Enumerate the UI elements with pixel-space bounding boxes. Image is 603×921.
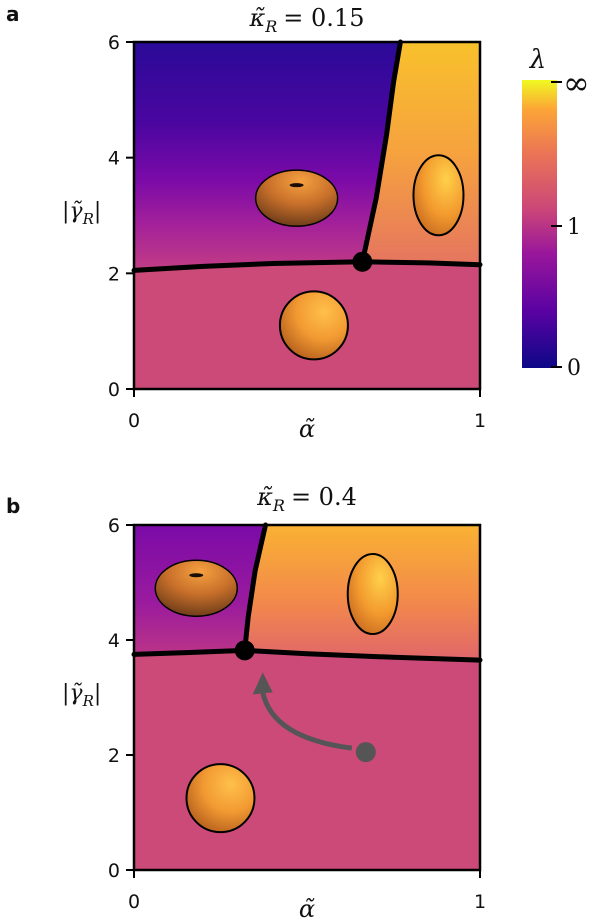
- shift-arrowhead: [252, 672, 273, 695]
- y-tick-label: 4: [108, 630, 120, 652]
- colorbar: λ ∞ 1 0: [522, 45, 590, 381]
- prolate-shape-icon: [412, 154, 465, 237]
- x-tick-label: 0: [128, 410, 140, 432]
- oblate-dimple-icon: [189, 573, 204, 578]
- panel-b-ylabel-close: |: [94, 681, 101, 706]
- region-upper-left: [134, 42, 401, 271]
- panel-a-label: a: [6, 2, 20, 26]
- panel-b-title: κ̃R = 0.4: [256, 483, 357, 515]
- panel-b-xlabel-text: α̃: [299, 895, 315, 921]
- panel-a-ylabel: |γ̃R|: [62, 199, 101, 228]
- x-tick-label: 1: [474, 891, 486, 913]
- phase-boundary-upper: [359, 39, 403, 265]
- panel-a-ylabel-sub: R: [82, 210, 94, 228]
- panel-a-title-subscript: R: [264, 17, 277, 36]
- y-tick-label: 2: [108, 263, 120, 285]
- panel-b-title-symbol: κ̃: [256, 483, 273, 511]
- panel-b-title-subscript: R: [272, 496, 285, 515]
- triple-point: [234, 640, 255, 661]
- shift-arrow: [260, 691, 353, 751]
- oblate-shape-icon: [254, 169, 339, 227]
- y-tick-label: 4: [108, 148, 120, 170]
- panel-b-frame: [132, 523, 482, 872]
- panel-a-ylabel-close: |: [94, 199, 101, 224]
- panel-b-axes: 0 2 4 6 0 1: [108, 515, 486, 913]
- y-tick-label: 0: [108, 860, 120, 882]
- panel-b-title-value: = 0.4: [291, 483, 357, 511]
- prolate-shape-icon: [346, 553, 399, 635]
- colorbar-ticklabel-0: 0: [567, 356, 581, 381]
- phase-boundary-lower: [131, 647, 483, 663]
- panel-a-title-symbol: κ̃: [249, 4, 266, 32]
- panel-b-xlabel: α̃: [299, 895, 315, 921]
- oblate-dimple-icon: [289, 183, 304, 188]
- shape-icons: [254, 154, 465, 361]
- shape-icons: [154, 553, 399, 834]
- panel-a-frame: [132, 40, 482, 391]
- panel-a-xlabel-text: α̃: [299, 415, 315, 443]
- phase-boundary-lower: [131, 259, 483, 273]
- previous-triple-point: [355, 742, 376, 763]
- panel-a-title: κ̃R = 0.15: [249, 4, 365, 36]
- panel-b-ylabel-text: |γ̃: [62, 681, 83, 706]
- oblate-shape-icon: [154, 559, 239, 617]
- colorbar-label: λ: [529, 45, 546, 75]
- y-tick-label: 2: [108, 745, 120, 767]
- panel-a-title-value: = 0.15: [283, 4, 364, 32]
- panel-b-ylabel: |γ̃R|: [62, 681, 101, 710]
- panel-a-xlabel: α̃: [299, 415, 315, 443]
- x-tick-label: 0: [128, 891, 140, 913]
- y-tick-label: 6: [108, 515, 120, 537]
- panel-a-axes: 0 2 4 6 0 1: [108, 32, 486, 432]
- triple-point: [352, 251, 373, 272]
- panel-b-ylabel-sub: R: [82, 692, 94, 710]
- panel-b-label: b: [6, 494, 20, 518]
- y-tick-label: 0: [108, 379, 120, 401]
- panel-a-ylabel-text: |γ̃: [62, 199, 83, 224]
- sphere-shape-icon: [185, 763, 256, 834]
- colorbar-gradient: [522, 80, 557, 368]
- colorbar-ticklabel-1: 1: [567, 215, 581, 240]
- region-lower: [134, 650, 480, 870]
- x-tick-label: 1: [474, 410, 486, 432]
- colorbar-ticklabel-inf: ∞: [563, 64, 590, 102]
- sphere-shape-icon: [278, 290, 349, 361]
- phase-boundary-upper: [242, 522, 268, 653]
- y-tick-label: 6: [108, 32, 120, 54]
